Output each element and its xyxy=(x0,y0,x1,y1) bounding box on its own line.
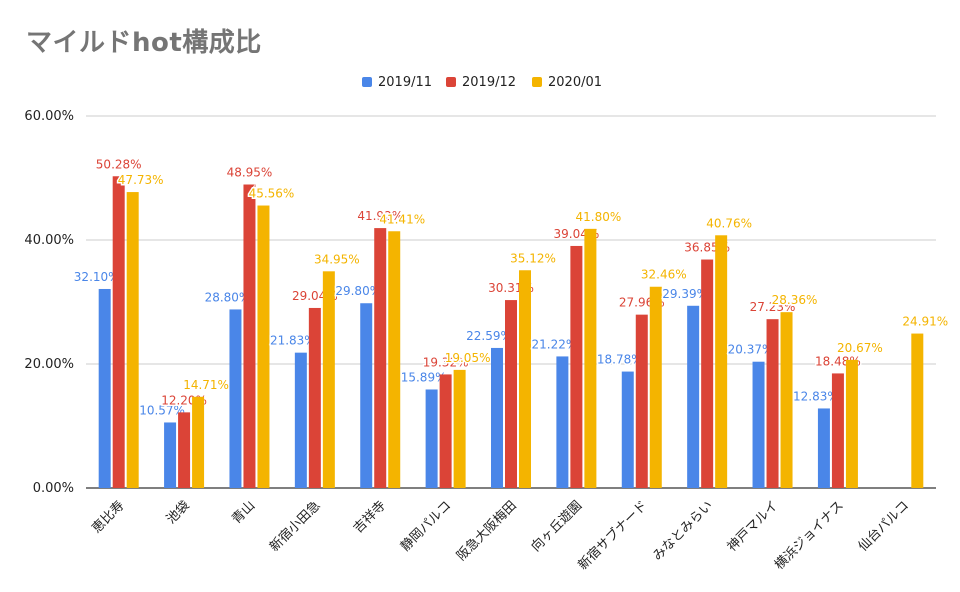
data-label: 24.91% xyxy=(902,315,948,329)
data-label: 12.83% xyxy=(793,389,839,403)
y-tick-label: 20.00% xyxy=(24,357,74,372)
bar xyxy=(752,361,765,488)
legend-label: 2019/12 xyxy=(462,75,516,90)
bar xyxy=(229,309,242,488)
x-tick-label: 静岡パルコ xyxy=(398,498,454,554)
data-label: 40.76% xyxy=(706,216,752,230)
legend-label: 2019/11 xyxy=(378,75,432,90)
bar xyxy=(294,352,307,488)
data-label: 29.80% xyxy=(335,284,381,298)
bar xyxy=(817,408,830,488)
data-label: 28.36% xyxy=(772,293,818,307)
data-label: 21.83% xyxy=(270,334,316,348)
bar xyxy=(649,286,662,488)
y-tick-label: 60.00% xyxy=(24,109,74,124)
data-label: 29.39% xyxy=(662,287,708,301)
data-label: 10.57% xyxy=(139,403,185,417)
x-tick-label: 恵比寿 xyxy=(89,498,127,536)
bar xyxy=(780,312,793,488)
bar xyxy=(164,422,177,488)
data-label: 18.78% xyxy=(597,353,643,367)
data-label: 19.32% xyxy=(423,355,469,369)
bar xyxy=(687,305,700,488)
chart-title: マイルドhot構成比 xyxy=(26,28,262,58)
data-label: 45.56% xyxy=(249,187,295,201)
x-tick-label: 神戸マルイ xyxy=(725,498,782,555)
bar xyxy=(257,205,270,488)
bar xyxy=(621,371,634,488)
x-tick-label: みなとみらい xyxy=(650,498,716,564)
bar xyxy=(388,231,401,488)
bar xyxy=(453,369,466,488)
data-label: 32.10% xyxy=(74,270,120,284)
bar xyxy=(126,192,139,488)
data-label: 41.92% xyxy=(357,209,403,223)
bar xyxy=(635,314,648,488)
data-label: 19.05% xyxy=(445,351,491,365)
bar xyxy=(766,319,779,488)
bar xyxy=(243,184,256,488)
bar xyxy=(584,228,597,488)
data-label: 14.71% xyxy=(183,378,229,392)
data-label: 41.41% xyxy=(379,212,425,226)
data-label: 28.80% xyxy=(205,290,251,304)
bar xyxy=(425,389,438,488)
bar xyxy=(831,373,844,488)
x-tick-label: 新宿サブナード xyxy=(575,498,651,574)
bar xyxy=(112,176,125,488)
x-tick-label: 吉祥寺 xyxy=(351,498,389,536)
bar xyxy=(505,300,517,488)
data-label: 21.22% xyxy=(532,337,578,351)
legend-swatch xyxy=(532,77,542,87)
x-tick-label: 青山 xyxy=(229,498,258,527)
bar xyxy=(322,271,335,488)
x-tick-label: 向ヶ丘遊園 xyxy=(528,498,585,555)
data-label: 35.12% xyxy=(510,251,556,265)
bar xyxy=(845,359,858,488)
data-label: 34.95% xyxy=(314,252,360,266)
bar xyxy=(701,259,714,488)
bar xyxy=(192,396,205,488)
x-tick-label: 横浜ジョイナス xyxy=(772,498,847,573)
data-label: 41.80% xyxy=(576,210,622,224)
bar xyxy=(911,333,924,488)
bar xyxy=(715,235,728,488)
legend-label: 2020/01 xyxy=(548,75,602,90)
bar xyxy=(98,288,111,488)
bar xyxy=(556,356,569,488)
y-tick-label: 0.00% xyxy=(33,481,74,496)
data-label: 22.59% xyxy=(466,329,512,343)
data-label: 20.37% xyxy=(728,343,774,357)
data-label: 48.95% xyxy=(227,166,273,180)
data-label: 50.28% xyxy=(96,157,142,171)
x-tick-label: 新宿小田急 xyxy=(266,498,323,555)
data-label: 32.46% xyxy=(641,268,687,282)
x-tick-label: 阪急大阪梅田 xyxy=(454,498,520,564)
legend-swatch xyxy=(362,77,372,87)
bar xyxy=(178,412,191,488)
data-label: 27.23% xyxy=(750,300,796,314)
bar xyxy=(570,245,583,488)
x-tick-label: 池袋 xyxy=(164,498,193,527)
bar xyxy=(308,307,321,488)
data-label: 15.89% xyxy=(401,370,447,384)
data-label: 20.67% xyxy=(837,341,883,355)
bar xyxy=(374,228,387,488)
bar xyxy=(360,303,373,488)
data-label: 47.73% xyxy=(118,173,164,187)
bar xyxy=(519,270,531,488)
x-tick-label: 仙台パルコ xyxy=(856,498,912,554)
bar xyxy=(439,374,452,488)
bar xyxy=(491,347,503,488)
y-tick-label: 40.00% xyxy=(24,233,74,248)
legend-swatch xyxy=(446,77,456,87)
